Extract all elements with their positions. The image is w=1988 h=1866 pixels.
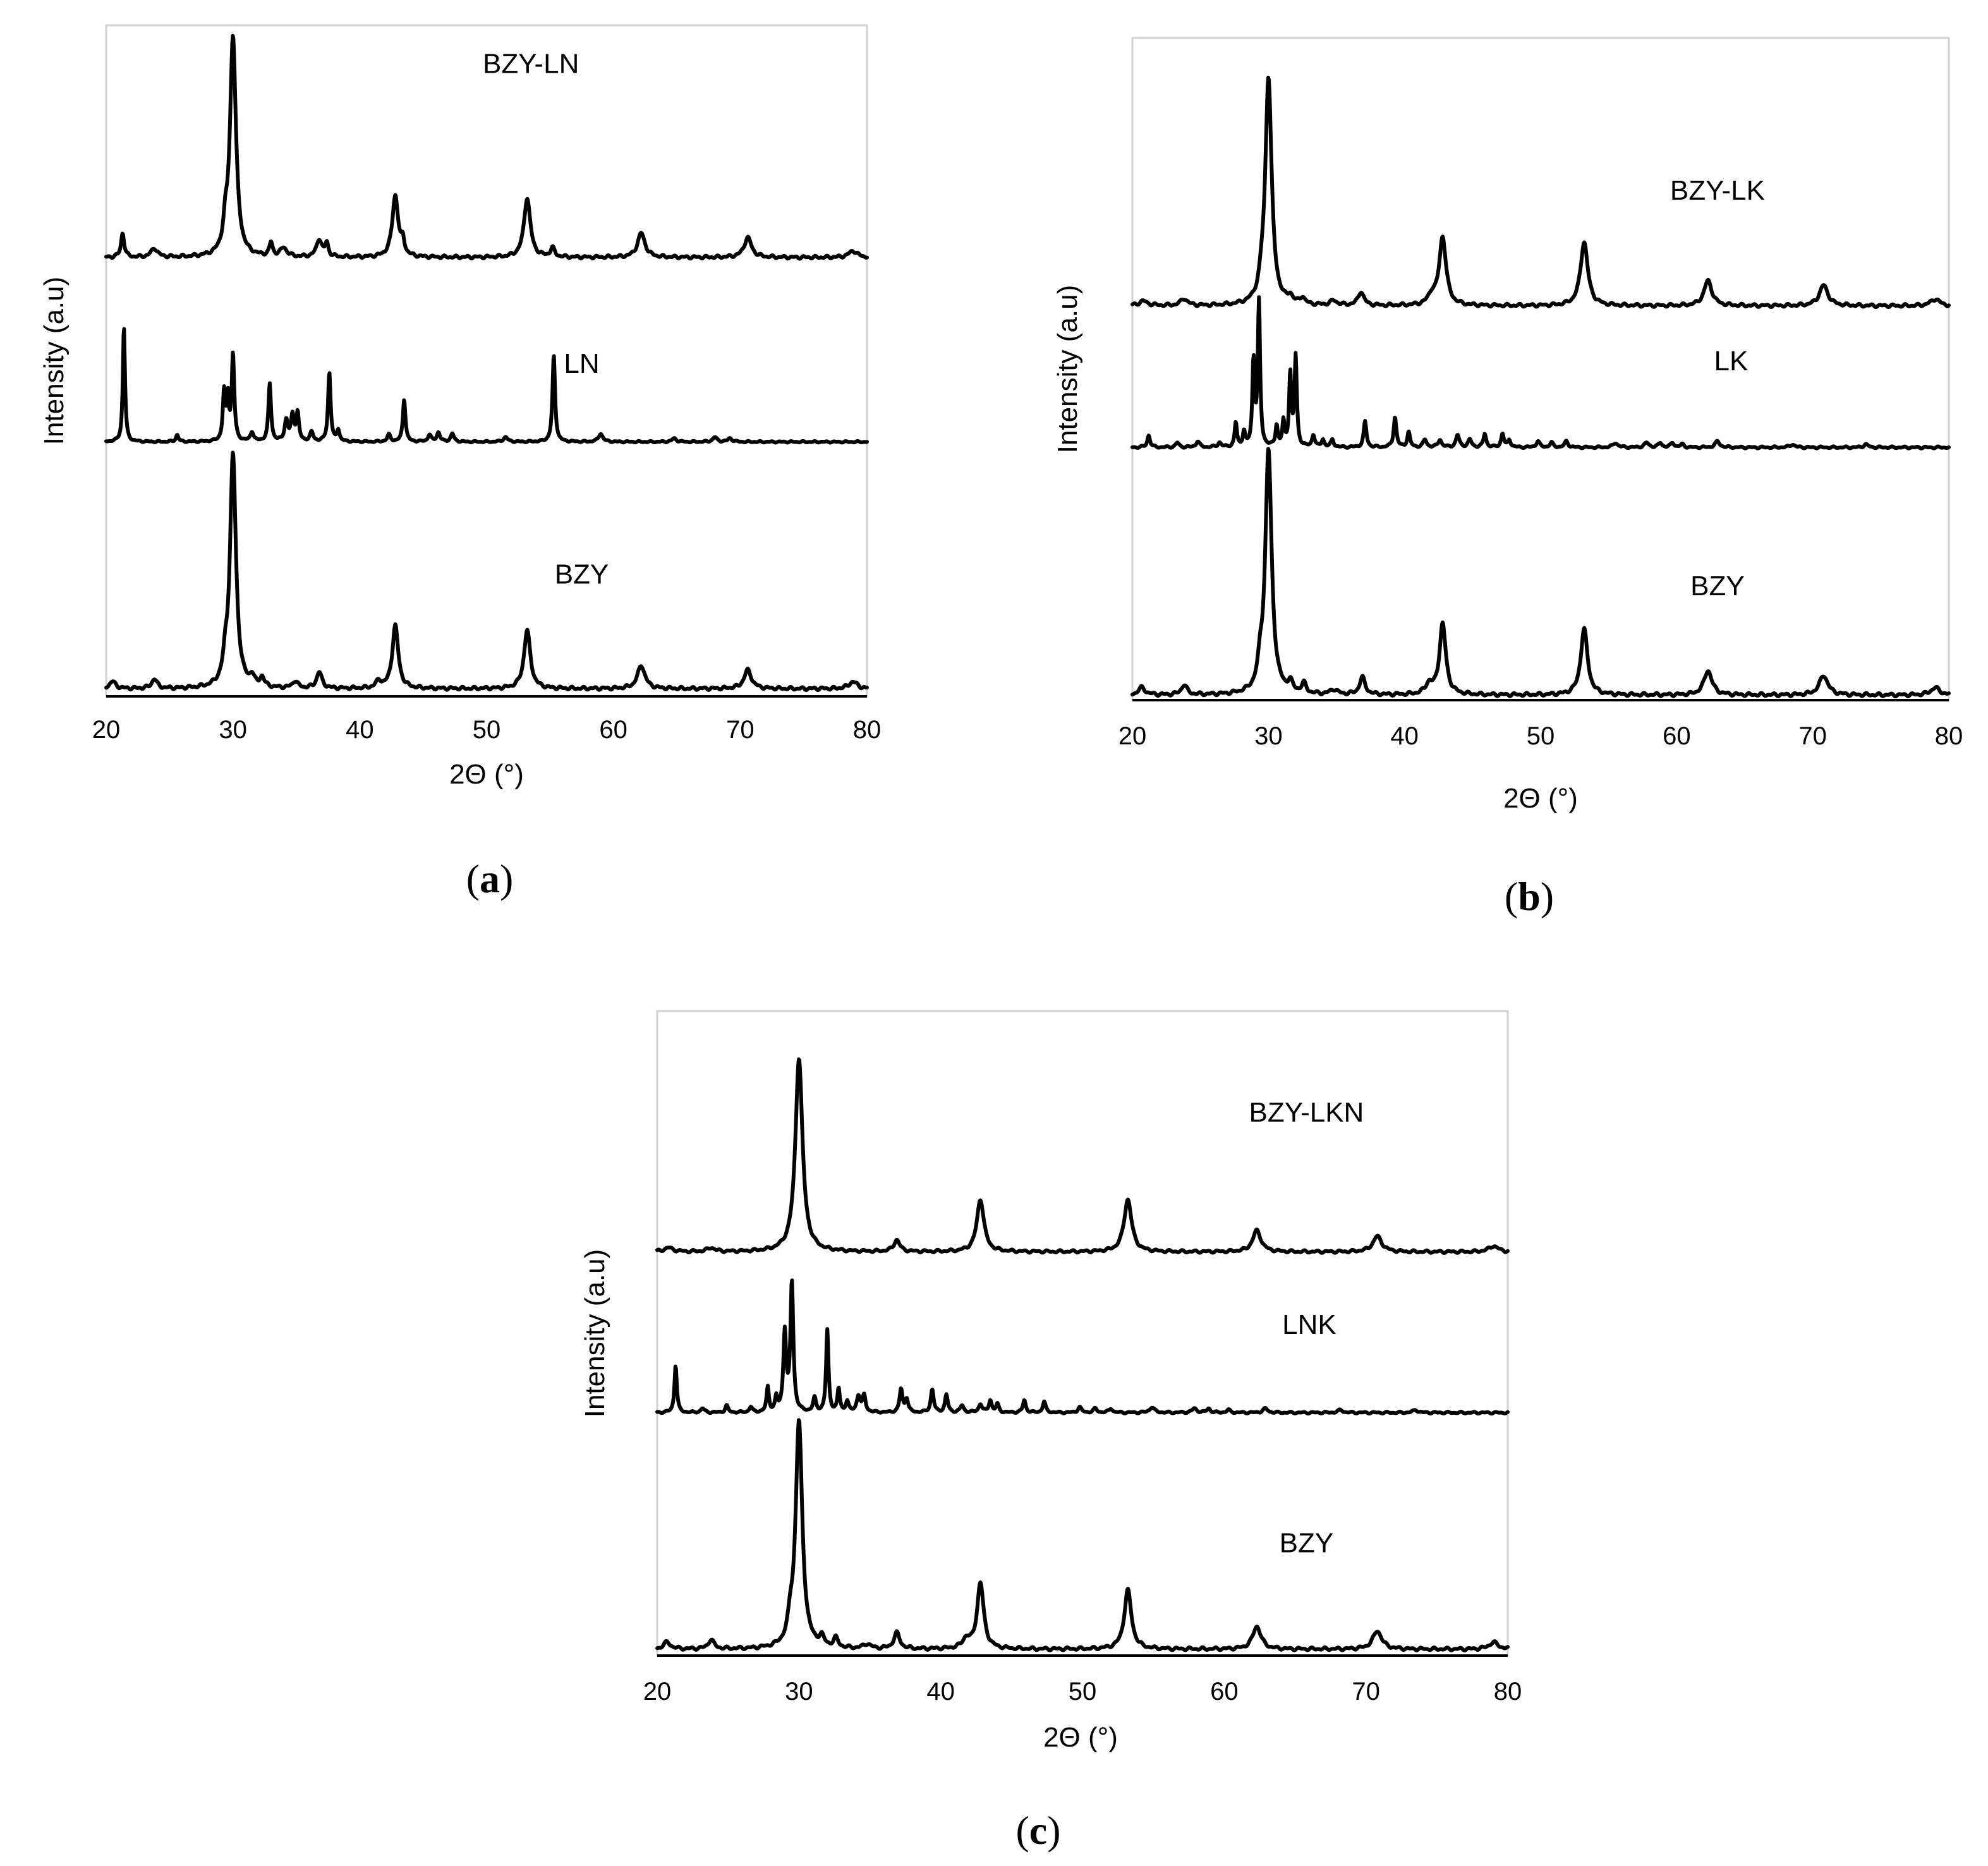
panel-a-series-ln-trace xyxy=(104,327,869,445)
panel-c-x-tick-30: 30 xyxy=(785,1678,813,1705)
panel-a-x-ticks: 20 30 40 50 60 70 80 xyxy=(92,716,882,744)
panel-b-x-tick-70: 70 xyxy=(1798,722,1827,750)
panel-a-x-axis-title: 2Θ (°) xyxy=(449,759,524,790)
panel-b: 20 30 40 50 60 70 80 BZY-LK LK BZY 2Θ (°) Intens… xyxy=(1052,37,1963,919)
panel-b-caption: (b) xyxy=(1505,874,1554,919)
panel-a-y-axis-title: Intensity (a.u) xyxy=(39,277,70,445)
panel-c: 20 30 40 50 60 70 80 BZY-LKN LNK BZY 2Θ (°) Inte… xyxy=(579,1010,1522,1853)
panel-a-x-tick-40: 40 xyxy=(346,716,374,744)
panel-a-series-label-bzy: BZY xyxy=(555,559,609,590)
panel-c-x-tick-70: 70 xyxy=(1352,1678,1380,1705)
panel-b-x-tick-50: 50 xyxy=(1527,722,1555,750)
panel-a-series-bzy-trace xyxy=(104,451,869,693)
panel-c-caption: (c) xyxy=(1015,1808,1060,1853)
panel-a: 20 30 40 50 60 70 80 BZY-LN LN BZY 2Θ (°) Intens… xyxy=(39,24,882,901)
panel-c-series-bzy-trace xyxy=(655,1418,1510,1652)
panel-c-x-tick-80: 80 xyxy=(1494,1678,1522,1705)
panel-a-series-label-ln: LN xyxy=(564,348,599,379)
panel-b-series-bzy-lk-trace xyxy=(1130,75,1951,310)
panel-a-x-tick-50: 50 xyxy=(473,716,501,744)
panel-b-series: BZY-LK LK BZY xyxy=(1130,75,1951,699)
panel-b-x-axis-title: 2Θ (°) xyxy=(1503,783,1578,814)
panel-b-x-tick-30: 30 xyxy=(1254,722,1283,750)
panel-c-series-label-lnk: LNK xyxy=(1282,1309,1336,1340)
panel-a-x-tick-60: 60 xyxy=(599,716,627,744)
panel-c-x-tick-60: 60 xyxy=(1210,1678,1239,1705)
panel-a-series: BZY-LN LN BZY xyxy=(104,33,869,693)
panel-b-series-lk-trace xyxy=(1130,295,1951,451)
panel-a-series-bzy-ln-trace xyxy=(104,33,869,261)
panel-a-x-tick-20: 20 xyxy=(92,716,121,744)
panel-c-y-axis-title: Intensity (a.u) xyxy=(579,1249,610,1418)
panel-b-series-bzy-trace xyxy=(1130,447,1951,699)
panel-c-x-tick-50: 50 xyxy=(1069,1678,1097,1705)
panel-c-series-label-bzy-lkn: BZY-LKN xyxy=(1249,1097,1364,1128)
panel-a-series-label-bzy-ln: BZY-LN xyxy=(483,49,579,80)
panel-c-series: BZY-LKN LNK BZY xyxy=(655,1057,1510,1652)
panel-b-series-label-bzy-lk: BZY-LK xyxy=(1670,175,1765,206)
panel-b-y-axis-title: Intensity (a.u) xyxy=(1052,285,1083,454)
panel-c-series-lnk-trace xyxy=(655,1278,1510,1416)
panel-c-series-bzy-lkn-trace xyxy=(655,1057,1510,1255)
panel-b-series-label-lk: LK xyxy=(1714,346,1749,377)
panel-a-x-tick-70: 70 xyxy=(726,716,755,744)
panel-b-x-tick-60: 60 xyxy=(1663,722,1691,750)
panel-b-x-ticks: 20 30 40 50 60 70 80 xyxy=(1118,722,1963,750)
panel-b-x-tick-80: 80 xyxy=(1935,722,1963,750)
panel-c-x-tick-40: 40 xyxy=(926,1678,955,1705)
panel-b-series-label-bzy: BZY xyxy=(1690,571,1745,602)
panel-b-x-tick-20: 20 xyxy=(1118,722,1147,750)
panel-a-caption: (a) xyxy=(466,856,514,901)
panel-c-series-label-bzy: BZY xyxy=(1280,1527,1334,1558)
panel-c-x-tick-20: 20 xyxy=(643,1678,672,1705)
panel-c-x-ticks: 20 30 40 50 60 70 80 xyxy=(643,1678,1522,1705)
panel-a-x-tick-30: 30 xyxy=(219,716,247,744)
panel-b-x-tick-40: 40 xyxy=(1390,722,1419,750)
panel-a-x-tick-80: 80 xyxy=(853,716,882,744)
panel-c-x-axis-title: 2Θ (°) xyxy=(1043,1722,1118,1753)
